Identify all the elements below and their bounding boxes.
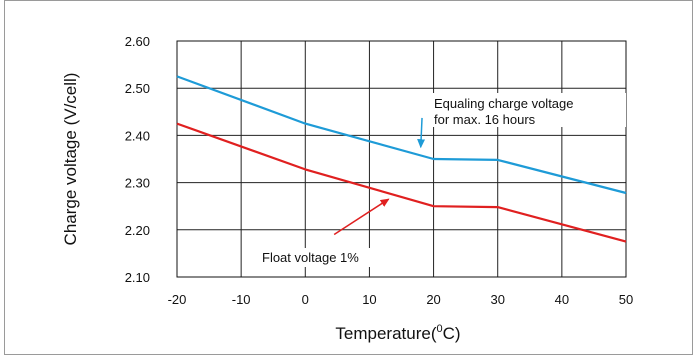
x-tick-label: -20 [168,292,187,307]
series-line-equalizing [176,75,627,195]
annotation-background [258,248,394,267]
y-axis-title: Charge voltage (V/cell) [61,73,80,246]
x-tick-label: -10 [232,292,251,307]
y-tick-label: 2.60 [125,34,150,49]
annotation-arrow-float [333,198,390,236]
y-tick-label: 2.20 [125,223,150,238]
plot-area [176,40,627,278]
series-layer [176,75,627,243]
annotation-label-equalizing: Equaling charge voltage [434,96,574,111]
annotation-label-float: Float voltage 1% [262,250,359,265]
x-tick-label: 30 [490,292,504,307]
x-axis-title: Temperature(0C) [335,323,460,343]
y-tick-label: 2.30 [125,176,150,191]
x-axis-title-superscript: 0 [437,323,443,335]
x-tick-label: 50 [619,292,633,307]
series-line-float [176,122,627,243]
annotation-arrow-equalizing [417,117,426,149]
x-tick-label: 20 [426,292,440,307]
annotation-label-equalizing: for max. 16 hours [434,112,536,127]
x-axis-ticks: -20 -10 0 10 20 30 40 50 [168,292,634,307]
x-tick-label: 10 [362,292,376,307]
chart-frame [4,0,693,355]
x-tick-label: 40 [555,292,569,307]
y-axis-ticks: 2.10 2.20 2.30 2.40 2.50 2.60 [125,34,150,285]
x-tick-label: 0 [302,292,309,307]
grid [177,41,626,277]
y-tick-label: 2.50 [125,81,150,96]
annotation-background [430,93,626,127]
y-tick-label: 2.10 [125,270,150,285]
y-tick-label: 2.40 [125,128,150,143]
